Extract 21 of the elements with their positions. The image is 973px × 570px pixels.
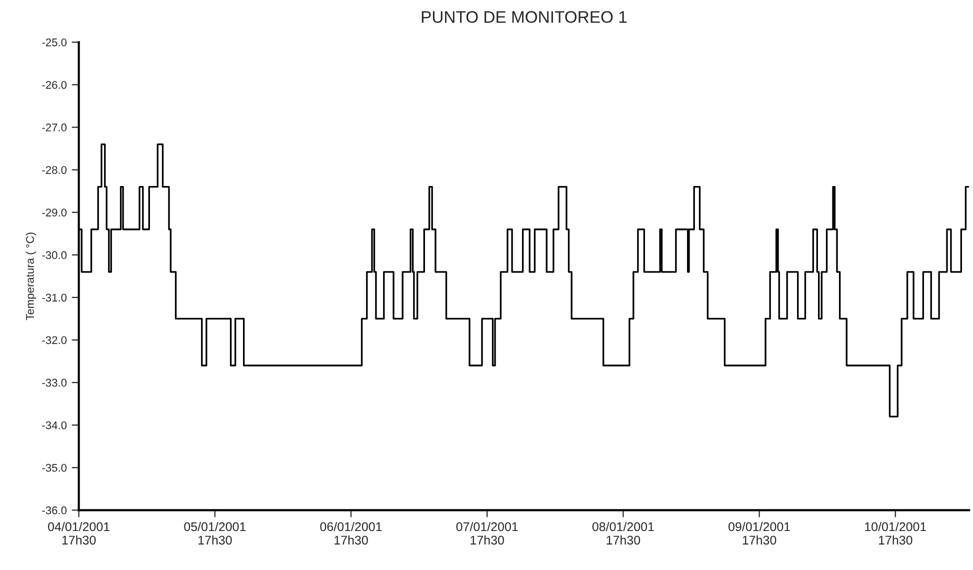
y-tick-label: -34.0 bbox=[42, 421, 67, 430]
y-tick-label: -26.0 bbox=[42, 80, 67, 89]
y-tick-label: -27.0 bbox=[42, 124, 67, 132]
y-tick-label: -32.0 bbox=[42, 336, 67, 344]
y-tick-label: -28.0 bbox=[42, 166, 67, 174]
y-tick-label: -31.0 bbox=[42, 294, 67, 302]
y-tick-label: -35.0 bbox=[42, 464, 67, 472]
y-tick-label: -36.0 bbox=[42, 506, 67, 514]
x-tick-label: 05/01/2001 17h30 bbox=[184, 522, 246, 545]
x-tick-label: 08/01/2001 17h30 bbox=[592, 522, 654, 545]
x-tick-label: 04/01/2001 17h30 bbox=[48, 522, 110, 545]
x-tick-label: 09/01/2001 17h30 bbox=[728, 522, 790, 545]
x-tick-label: 06/01/2001 17h30 bbox=[320, 522, 382, 545]
y-tick-label: -29.0 bbox=[42, 208, 67, 216]
y-tick-label: -33.0 bbox=[42, 378, 67, 387]
x-tick-label: 10/01/2001 17h30 bbox=[865, 522, 926, 545]
y-axis-title: Temperatura ( °C) bbox=[26, 232, 36, 320]
chart-title: PUNTO DE MONITOREO 1 bbox=[422, 11, 627, 23]
y-tick-label: -25.0 bbox=[42, 38, 67, 46]
x-tick-label: 07/01/2001 17h30 bbox=[456, 522, 518, 545]
y-tick-label: -30.0 bbox=[42, 251, 67, 260]
